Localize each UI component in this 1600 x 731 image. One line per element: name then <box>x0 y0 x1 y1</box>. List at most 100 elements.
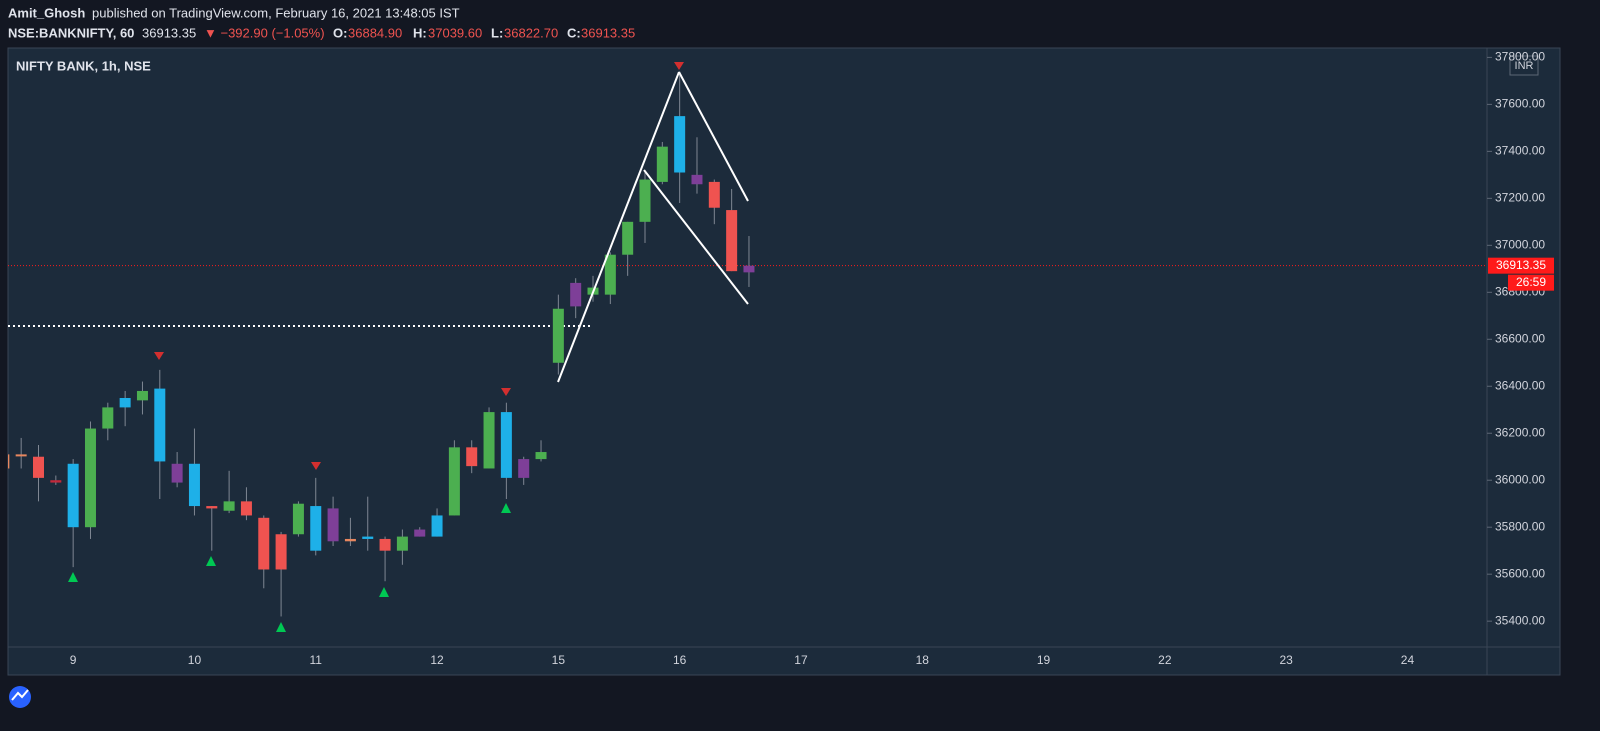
countdown-label: 26:59 <box>1516 275 1546 289</box>
candle-body <box>327 508 339 542</box>
o-label: O: <box>333 25 347 40</box>
candle-body <box>708 181 720 208</box>
last-price-box <box>1488 257 1554 274</box>
change: ▼ −392.90 (−1.05%) <box>204 25 325 40</box>
candle-body <box>414 529 426 537</box>
candle-body <box>570 282 582 307</box>
y-tick-label: 36400.00 <box>1495 378 1545 392</box>
author: Amit_Ghosh <box>8 5 85 20</box>
candle-body <box>67 463 79 528</box>
countdown-box <box>1508 274 1554 291</box>
y-tick-label: 36000.00 <box>1495 472 1545 486</box>
candle-body <box>518 459 530 478</box>
x-tick-label: 16 <box>673 653 687 667</box>
candle-body <box>674 116 686 173</box>
pivot-low <box>501 503 511 513</box>
y-tick-label: 37200.00 <box>1495 191 1545 205</box>
candle-body <box>188 463 200 507</box>
price: 36913.35 <box>142 25 196 40</box>
candle-body <box>691 174 703 185</box>
candle-body <box>639 179 651 222</box>
currency-box <box>1509 55 1539 76</box>
candle-body <box>258 517 270 570</box>
candle-body <box>500 412 512 478</box>
candle-body <box>8 454 10 469</box>
candle-body <box>466 447 478 467</box>
candle-body <box>344 538 356 542</box>
trend-lines <box>557 71 749 383</box>
symbol: NSE:BANKNIFTY, 60 <box>8 25 134 40</box>
candle-body <box>362 536 374 539</box>
plot <box>8 71 1487 617</box>
y-tick-label: 35800.00 <box>1495 519 1545 533</box>
candle-body <box>206 506 218 509</box>
y-tick-label: 37000.00 <box>1495 237 1545 251</box>
y-tick-label: 37800.00 <box>1495 50 1545 64</box>
candle-body <box>32 456 44 478</box>
x-tick-label: 24 <box>1401 653 1415 667</box>
candle-body <box>552 308 564 363</box>
close: 36913.35 <box>581 25 635 40</box>
axis-corner <box>1486 646 1561 676</box>
y-tick-label: 37400.00 <box>1495 144 1545 158</box>
pivot-highs <box>154 62 684 470</box>
x-tick-label: 9 <box>70 653 77 667</box>
y-tick-label: 36600.00 <box>1495 331 1545 345</box>
pivot-high <box>501 388 511 396</box>
pivot-high <box>311 462 321 470</box>
candle-body <box>726 210 738 272</box>
low: 36822.70 <box>504 25 558 40</box>
y-tick-label: 37600.00 <box>1495 97 1545 111</box>
x-tick-label: 11 <box>310 653 323 667</box>
candle-body <box>604 254 616 295</box>
open: 36884.90 <box>348 25 402 40</box>
candle-body <box>379 538 391 551</box>
y-tick-label: 35400.00 <box>1495 613 1545 627</box>
candle-body <box>396 536 408 551</box>
x-tick-label: 12 <box>430 653 444 667</box>
candle-body <box>275 534 287 570</box>
x-tick-label: 19 <box>1037 653 1051 667</box>
pivot-low <box>206 556 216 566</box>
h-label: H: <box>413 25 427 40</box>
candle-body <box>483 412 495 469</box>
last-price-label: 36913.35 <box>1496 258 1546 272</box>
candle-body <box>292 503 304 535</box>
candle-body <box>171 463 183 483</box>
x-tick-label: 23 <box>1279 653 1293 667</box>
plot-area <box>7 47 1488 648</box>
pivot-low <box>68 572 78 582</box>
price-axis <box>1486 47 1561 648</box>
candle-body <box>535 452 547 460</box>
x-tick-label: 22 <box>1158 653 1172 667</box>
y-tick-label: 35600.00 <box>1495 566 1545 580</box>
logo <box>9 686 31 708</box>
candle-body <box>102 407 114 429</box>
candle-body <box>50 480 62 483</box>
trend-line <box>643 169 749 305</box>
candle-body <box>656 146 668 182</box>
candle-body <box>743 265 755 273</box>
chart-title: NIFTY BANK, 1h, NSE <box>16 58 151 73</box>
x-tick-label: 15 <box>552 653 566 667</box>
y-tick-label: 36200.00 <box>1495 425 1545 439</box>
currency-label: INR <box>1515 60 1534 72</box>
x-tick-label: 10 <box>188 653 202 667</box>
x-tick-label: 18 <box>916 653 930 667</box>
time-axis <box>7 646 1488 676</box>
pivot-high <box>674 62 684 70</box>
candle-body <box>136 390 148 401</box>
x-tick-label: 17 <box>794 653 808 667</box>
published: published on TradingView.com, February 1… <box>92 5 460 20</box>
candle-body <box>310 506 322 551</box>
high: 37039.60 <box>428 25 482 40</box>
candle-body <box>15 454 27 457</box>
candle-body <box>84 428 96 528</box>
trend-line <box>678 71 749 202</box>
candle-body <box>223 501 235 511</box>
l-label: L: <box>491 25 503 40</box>
candle-body <box>431 515 443 537</box>
pivot-high <box>154 352 164 360</box>
candle-body <box>448 447 460 516</box>
